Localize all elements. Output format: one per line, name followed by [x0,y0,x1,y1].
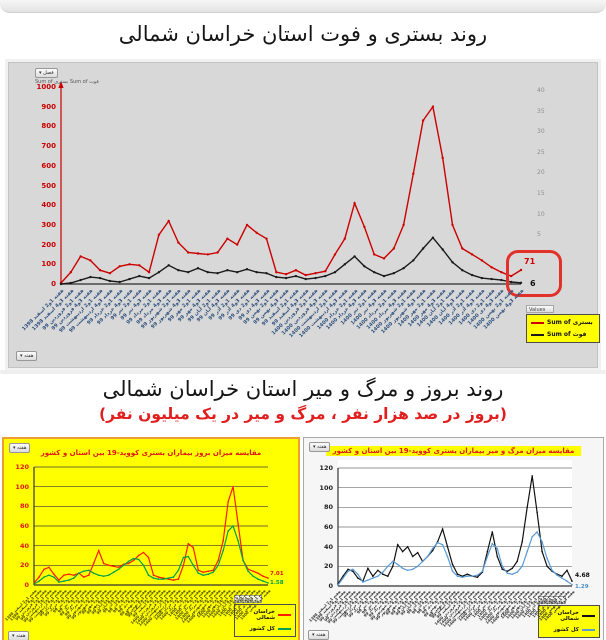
y-axis-tick-label: 100 [41,260,56,269]
legend-item-province: خراسان شمالی [239,609,291,621]
y-axis-tick-label: 200 [41,240,56,249]
secondary-y-axis-tick-label: 15 [537,190,545,197]
y-axis-tick-label: 60 [323,523,333,531]
secondary-y-axis-tick-label: 20 [537,169,545,177]
legend-box: خراسان شمالی کل کشور [234,604,296,637]
hospitalization-death-chart-panel: فصل ▾ Sum of بستری Sum of فوت هفته ▾ 71 … [8,62,600,368]
secondary-y-axis-tick-label: 25 [537,148,545,156]
legend-item-hospitalized: Sum of بستری [531,319,595,326]
legend-item-country: کل کشور [239,626,291,632]
axis-field-button[interactable]: هفته ▾ [8,631,30,640]
y-axis-tick-label: 80 [19,502,29,511]
legend-label: کل کشور [553,627,579,633]
chart-legend: Values Sum of بستری Sum of فوت [526,305,600,343]
incidence-chart-title: مقایسه میزان بروز بیماران بستری کووید-19… [40,449,262,457]
y-axis-tick-label: 700 [41,142,56,151]
top-section-title: روند بستری و فوت استان خراسان شمالی [118,22,488,46]
province-series-marker [278,614,291,616]
y-axis-tick-label: 100 [15,482,29,491]
latest-hospitalized-value: 71 [524,257,536,266]
y-axis-tick-label: 500 [41,181,56,190]
legend-label: خراسان شمالی [253,609,275,621]
mortality-country-end-value: 1.29 [575,584,589,590]
legend-header-button[interactable]: Values [234,595,262,603]
y-axis-tick-label: 900 [41,102,56,111]
pivot-field-button[interactable]: هفته ▾ [9,443,31,453]
latest-deaths-value: 6 [530,279,536,288]
y-axis-tick-label: 120 [319,464,333,472]
country-series-marker [278,628,291,630]
legend-box: Sum of بستری Sum of فوت [526,314,600,343]
y-axis-tick-label: 120 [15,463,29,471]
deaths-series-marker [531,333,544,336]
legend-item-province: خراسان شمالی [543,610,595,622]
y-axis-tick-label: 300 [41,220,56,229]
mortality-chart-legend: Values خراسان شمالی کل کشور [538,596,600,638]
y-axis-tick-label: 40 [323,542,333,551]
pivot-filter-button[interactable]: فصل ▾ [35,68,58,78]
legend-header-button[interactable]: Values [526,305,554,313]
y-axis-tick-label: 0 [24,581,29,589]
secondary-y-axis-tick-label: 30 [537,128,545,136]
legend-label: کل کشور [249,626,275,632]
y-axis-tick-label: 20 [323,562,333,571]
y-axis-tick-label: 100 [319,483,333,492]
mortality-chart-canvas [337,460,573,587]
incidence-country-end-value: 1.58 [270,580,284,586]
legend-label: Sum of بستری [547,319,593,326]
y-axis-tick-label: 80 [323,503,333,512]
legend-label: خراسان شمالی [557,610,579,622]
y-axis-tick-label: 20 [19,561,29,570]
bottom-section-subtitle: (بروز در صد هزار نفر ، مرگ و میر در یک م… [99,405,507,423]
mortality-chart-title: مقایسه میزان مرگ و میر بیماران بستری کوو… [325,446,582,456]
secondary-y-axis-tick-label: 5 [537,231,541,239]
legend-item-deaths: Sum of فوت [531,331,595,338]
incidence-chart-legend: Values خراسان شمالی کل کشور [234,595,296,637]
legend-item-country: کل کشور [543,627,595,633]
top-chart-canvas [58,81,523,286]
province-series-marker [582,615,595,617]
legend-header-button[interactable]: Values [538,596,566,604]
secondary-y-axis-tick-label: 10 [537,210,545,218]
mortality-chart-panel: مقایسه میزان مرگ و میر بیماران بستری کوو… [303,437,604,640]
pivot-field-button[interactable]: هفته ▾ [309,442,331,452]
y-axis-tick-label: 600 [41,161,56,170]
y-axis-tick-label: 800 [41,122,56,131]
y-axis-tick-label: 40 [19,541,29,550]
y-axis-tick-label: 1000 [36,83,56,91]
mortality-province-end-value: 4.68 [575,572,590,579]
section-divider [0,370,606,374]
bottom-section-title: روند بروز و مرگ و میر استان خراسان شمالی [102,377,504,401]
y-axis-tick-label: 60 [19,522,29,530]
incidence-chart-panel: مقایسه میزان بروز بیماران بستری کووید-19… [2,437,300,640]
window-top-strip [0,0,606,13]
secondary-y-axis-tick-label: 40 [537,87,545,94]
country-series-marker [582,629,595,631]
legend-label: Sum of فوت [547,331,587,338]
axis-field-button[interactable]: هفته ▾ [308,630,330,640]
incidence-province-end-value: 7.01 [270,571,284,577]
y-axis-tick-label: 400 [41,201,56,210]
latest-values-annotation-box [506,250,562,297]
y-axis-tick-label: 0 [328,582,333,590]
legend-box: خراسان شمالی کل کشور [538,605,600,638]
hospitalized-series-marker [531,321,544,324]
pivot-series-caption: Sum of بستری Sum of فوت [35,79,99,85]
y-axis-tick-label: 0 [51,280,56,288]
secondary-y-axis-tick-label: 35 [537,107,545,115]
axis-field-button[interactable]: هفته ▾ [16,351,38,361]
incidence-chart-canvas [33,466,269,586]
